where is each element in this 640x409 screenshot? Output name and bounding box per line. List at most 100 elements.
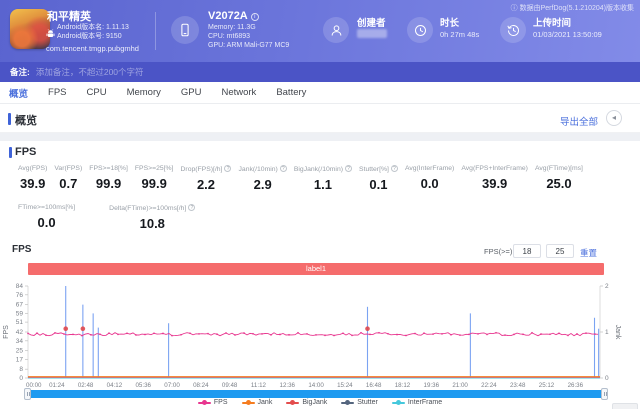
x-tick-label: 26:36 [568, 382, 584, 389]
overview-title: 概览 [15, 115, 37, 127]
x-tick-label: 11:12 [251, 382, 267, 389]
stat-label: BigJank(/10min)? [294, 165, 352, 173]
stat-label: Delta(FTime)>=100ms[/h]? [109, 204, 196, 212]
y-left-tick-label: 84 [16, 283, 24, 290]
stat-FTime>=100ms[%]: FTime>=100ms[%] 0.0 [18, 204, 75, 231]
slider-handle-right[interactable] [601, 388, 608, 400]
x-tick-label: 15:24 [337, 382, 353, 389]
y-left-tick-label: 42 [16, 329, 24, 336]
fps-overview-card: FPS Avg(FPS) 39.9 Var(FPS) 0.7 FPS>=18[%] 99.… [0, 141, 640, 409]
collapse-panel-button[interactable]: ◂ [606, 110, 622, 126]
x-tick-label: 07:00 [164, 382, 180, 389]
legend-item-BigJank[interactable]: BigJank [286, 399, 327, 406]
tab-Battery[interactable]: Battery [276, 87, 307, 98]
stat-value: 39.9 [20, 176, 46, 191]
help-info-icon[interactable]: ? [344, 165, 352, 172]
x-tick-label: 02:48 [78, 382, 94, 389]
y-left-tick-label: 17 [16, 356, 24, 363]
duration-value: 0h 27m 48s [440, 30, 480, 39]
section-gap [0, 133, 640, 141]
legend-item-Jank[interactable]: Jank [241, 399, 273, 406]
stat-value: 0.0 [420, 176, 439, 191]
chart-region-label-bar[interactable]: label1 [28, 263, 604, 275]
fps-series-line [27, 332, 599, 337]
y-left-tick-label: 0 [19, 375, 23, 382]
x-tick-label: 22:24 [481, 382, 497, 389]
stat-value: 99.9 [141, 176, 167, 191]
android-version-name: Android版本名: 1.11.13 [57, 24, 129, 31]
stat-Avg(FPS): Avg(FPS) 39.9 [18, 165, 47, 192]
stat-value: 39.9 [481, 176, 508, 191]
clock-icon [407, 17, 433, 43]
x-tick-label: 16:48 [366, 382, 382, 389]
tab-FPS[interactable]: FPS [48, 87, 67, 98]
stat-value: 2.9 [253, 177, 272, 192]
chart-range-slider[interactable] [24, 388, 608, 400]
x-tick-label: 21:00 [452, 382, 468, 389]
legend-item-Stutter[interactable]: Stutter [341, 399, 378, 406]
legend-marker [286, 400, 300, 405]
x-tick-label: 09:48 [222, 382, 238, 389]
x-tick-label: 04:12 [107, 382, 123, 389]
android-version-code: Android版本号: 9150 [57, 33, 122, 40]
legend-label: Jank [257, 399, 273, 406]
help-info-icon[interactable]: ? [390, 165, 398, 172]
header-divider [155, 12, 156, 50]
stat-value: 1.1 [313, 177, 332, 192]
slider-handle-left[interactable] [24, 388, 31, 400]
y-left-tick-label: 51 [16, 319, 24, 326]
left-axis-title: FPS [3, 325, 10, 339]
y-right-tick-label: 1 [605, 329, 609, 336]
legend-item-FPS[interactable]: FPS [197, 399, 228, 406]
stat-FPS>=25[%]: FPS>=25[%] 99.9 [135, 165, 174, 192]
x-tick-label: 05:36 [135, 382, 151, 389]
x-tick-label: 00:00 [26, 382, 42, 389]
stat-label: Var(FPS) [54, 165, 83, 172]
legend-label: BigJank [302, 399, 328, 406]
remark-bar[interactable]: 备注: 添加备注，不超过200个字符 [0, 62, 640, 82]
y-left-tick-label: 8 [19, 366, 23, 373]
creator-value-redacted [357, 29, 387, 38]
y-left-tick-label: 76 [16, 292, 24, 299]
fps-threshold-input-2[interactable] [546, 244, 574, 258]
legend-marker [241, 400, 255, 405]
tab-概览[interactable]: 概览 [9, 88, 29, 100]
export-all-link[interactable]: 导出全部 [559, 117, 598, 128]
upload-label: 上传时间 [533, 18, 572, 29]
duration-label: 时长 [440, 18, 460, 29]
x-tick-label: 19:36 [424, 382, 440, 389]
stat-label: Avg(FPS+InterFrame) [461, 165, 528, 172]
legend-label: Stutter [357, 399, 378, 406]
stat-Var(FPS): Var(FPS) 0.7 [54, 165, 82, 192]
help-info-icon[interactable]: ? [224, 165, 232, 172]
x-tick-label: 01:24 [49, 382, 65, 389]
reset-button[interactable]: 重置 [580, 248, 598, 258]
stat-value: 99.9 [95, 176, 122, 191]
bigjank-marker [365, 326, 370, 332]
perfdog-version-note: ⓘ 数据由PerfDog(5.1.210204)版本收集 [510, 5, 634, 12]
stat-label: Drop(FPS)[/h]? [181, 165, 232, 173]
tab-Network[interactable]: Network [221, 87, 257, 98]
tab-GPU[interactable]: GPU [180, 87, 202, 98]
stat-value: 10.8 [139, 216, 165, 231]
help-info-icon[interactable]: ? [188, 204, 196, 211]
app-version-lines: Android版本名: 1.11.13 Android版本号: 9150 [57, 23, 129, 41]
help-info-icon[interactable]: ? [279, 165, 287, 172]
device-info-icon[interactable]: i [250, 13, 259, 21]
x-tick-label: 23:48 [510, 382, 526, 389]
legend-item-InterFrame[interactable]: InterFrame [391, 399, 442, 406]
creator-label: 创建者 [357, 18, 386, 29]
tab-Memory[interactable]: Memory [126, 87, 161, 98]
stat-label: FPS>=25[%] [134, 165, 174, 172]
tab-CPU[interactable]: CPU [86, 87, 107, 98]
stat-Avg(InterFrame): Avg(InterFrame) 0.0 [405, 165, 454, 192]
fps-threshold-label: FPS(>=) [484, 247, 513, 256]
x-tick-label: 12:36 [280, 382, 296, 389]
legend-marker [341, 400, 355, 405]
stat-label: Avg(InterFrame) [404, 165, 455, 172]
fps-threshold-input-1[interactable] [513, 244, 541, 258]
accent-bar [8, 113, 11, 125]
stat-label: Stutter[%]? [359, 165, 398, 173]
x-tick-label: 18:12 [395, 382, 411, 389]
